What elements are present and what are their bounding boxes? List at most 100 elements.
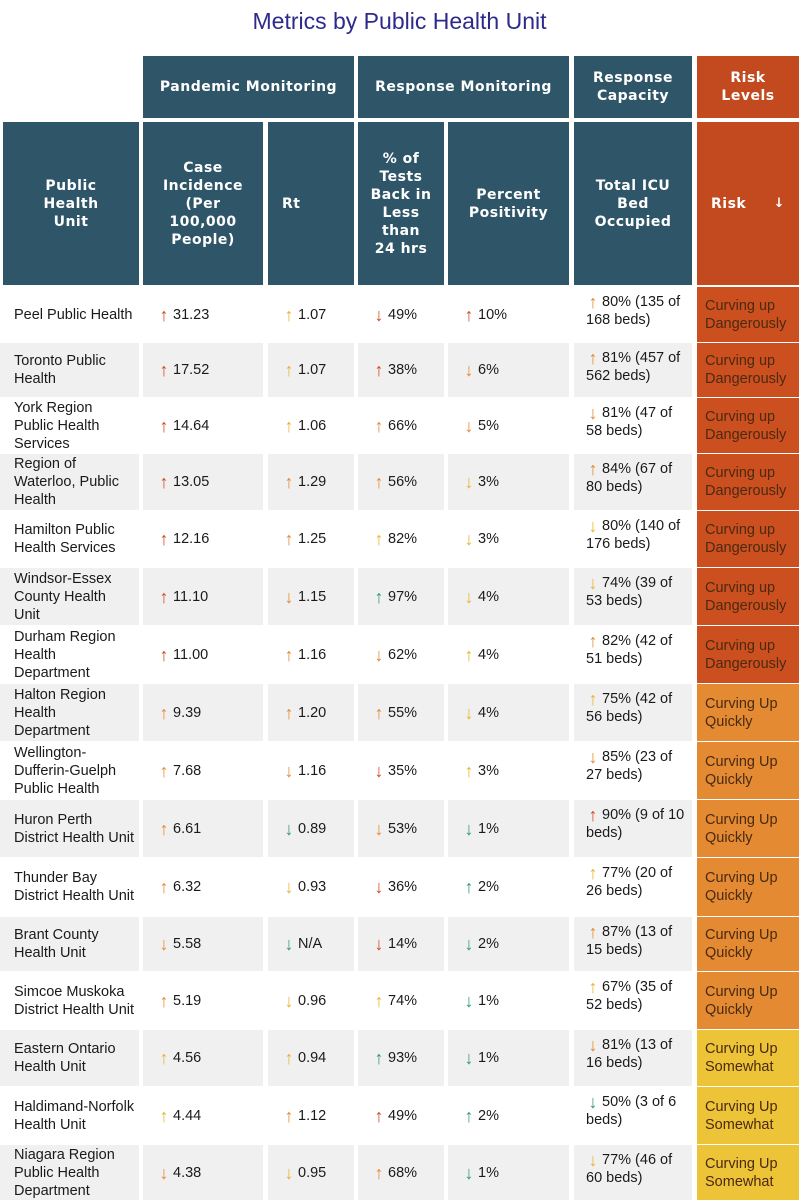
column-header-icu[interactable]: Total ICU Bed Occupied (574, 122, 692, 285)
risk-level-badge: Curving up Dangerously (697, 511, 799, 567)
unit-name: Toronto Public Health (0, 343, 139, 397)
tests-value: 14% (388, 936, 418, 952)
unit-name: Durham Region Health Department (0, 626, 139, 683)
column-header-rt[interactable]: Rt (268, 122, 354, 285)
incidence-cell: ↑ 6.61 (143, 800, 263, 857)
arrow-down-icon: ↓ (374, 934, 384, 954)
page-title: Metrics by Public Health Unit (252, 8, 547, 34)
incidence-value: 31.23 (173, 306, 210, 323)
arrow-down-icon: ↓ (588, 1092, 598, 1112)
tests-value: 49% (388, 1107, 418, 1124)
tests-value: 53% (388, 820, 418, 837)
table-row: Thunder Bay District Health Unit ↑ 6.32 ↓ 0.… (0, 858, 799, 916)
tests-cell: ↓ 14% (358, 917, 444, 971)
positivity-cell: ↓ 6% (448, 343, 569, 397)
incidence-value: 5.19 (173, 992, 202, 1009)
table-row: Durham Region Health Department ↑ 11.00 ↑ 1.… (0, 626, 799, 683)
arrow-up-icon: ↑ (374, 702, 384, 723)
icu-value-wrap: ↑ 81% (457 of 562 beds) (586, 349, 688, 385)
arrow-up-icon: ↑ (374, 1048, 384, 1068)
unit-name: Simcoe Muskoka District Health Unit (0, 972, 139, 1029)
icu-cell: ↑ 82% (42 of 51 beds) (574, 626, 692, 683)
column-header-incidence[interactable]: Case Incidence (Per 100,000 People) (143, 122, 263, 285)
incidence-value: 12.16 (173, 531, 210, 547)
arrow-up-icon: ↑ (159, 304, 169, 325)
icu-cell: ↓ 80% (140 of 176 beds) (574, 511, 692, 567)
table-row: Toronto Public Health ↑ 17.52 ↑ 1.07 ↑ 38% ↓ 6% ↑… (0, 343, 799, 397)
icu-value: 85% (23 of 27 beds) (586, 749, 673, 783)
arrow-down-icon: ↓ (284, 1162, 294, 1183)
sort-down-icon[interactable]: ↓ (773, 195, 785, 211)
arrow-up-icon: ↑ (374, 360, 384, 380)
incidence-value: 4.44 (173, 1107, 202, 1124)
arrow-up-icon: ↑ (159, 415, 169, 436)
positivity-value: 1% (478, 820, 499, 837)
icu-cell: ↓ 77% (46 of 60 beds) (574, 1145, 692, 1200)
arrow-up-icon: ↑ (159, 818, 169, 839)
rt-value: 1.16 (298, 646, 327, 663)
tests-cell: ↑ 56% (358, 454, 444, 510)
arrow-down-icon: ↓ (464, 990, 474, 1011)
icu-cell: ↓ 81% (47 of 58 beds) (574, 398, 692, 453)
rt-cell: ↑ 1.07 (268, 287, 354, 342)
icu-value: 77% (46 of 60 beds) (586, 1152, 673, 1186)
tests-value: 55% (388, 704, 418, 721)
incidence-cell: ↑ 7.68 (143, 742, 263, 799)
tests-value: 93% (388, 1050, 418, 1066)
column-header-risk[interactable]: Risk ↓ (697, 122, 799, 285)
arrow-up-icon: ↑ (374, 1162, 384, 1183)
positivity-value: 3% (478, 531, 499, 547)
rt-cell: ↓ 0.96 (268, 972, 354, 1029)
rt-value: 0.93 (298, 879, 327, 895)
arrow-up-icon: ↑ (588, 348, 598, 368)
arrow-up-icon: ↑ (374, 472, 384, 492)
incidence-cell: ↑ 12.16 (143, 511, 263, 567)
incidence-value: 11.00 (173, 646, 209, 663)
arrow-down-icon: ↓ (374, 760, 384, 781)
arrow-down-icon: ↓ (464, 1048, 474, 1068)
table-row: Wellington-Dufferin-Guelph Public Health… (0, 742, 799, 799)
arrow-down-icon: ↓ (284, 760, 294, 781)
arrow-up-icon: ↑ (284, 644, 294, 665)
positivity-value: 2% (478, 1107, 499, 1124)
arrow-up-icon: ↑ (159, 1105, 169, 1126)
arrow-down-icon: ↓ (464, 415, 474, 436)
icu-value: 80% (135 of 168 beds) (586, 294, 681, 328)
rt-cell: ↑ 1.06 (268, 398, 354, 453)
arrow-down-icon: ↓ (284, 818, 294, 839)
incidence-value: 9.39 (173, 704, 202, 721)
icu-value: 90% (9 of 10 beds) (586, 807, 685, 841)
icu-value: 80% (140 of 176 beds) (586, 518, 681, 552)
unit-name: Haldimand-Norfolk Health Unit (0, 1087, 139, 1144)
icu-value-wrap: ↓ 80% (140 of 176 beds) (586, 517, 688, 553)
column-header-unit[interactable]: Public Health Unit (3, 122, 139, 285)
table-row: Windsor-Essex County Health Unit ↑ 11.10 ↓ 1… (0, 568, 799, 625)
arrow-down-icon: ↓ (588, 1035, 598, 1055)
column-header-positivity[interactable]: Percent Positivity (448, 122, 569, 285)
icu-cell: ↓ 74% (39 of 53 beds) (574, 568, 692, 625)
tests-cell: ↑ 93% (358, 1030, 444, 1086)
arrow-down-icon: ↓ (588, 403, 598, 423)
column-header-tests[interactable]: % of Tests Back in Less than 24 hrs (358, 122, 444, 285)
positivity-cell: ↑ 10% (448, 287, 569, 342)
rt-cell: ↓ 0.89 (268, 800, 354, 857)
unit-name: Hamilton Public Health Services (0, 511, 139, 567)
arrow-down-icon: ↓ (374, 818, 384, 839)
tests-cell: ↓ 35% (358, 742, 444, 799)
incidence-value: 11.10 (173, 588, 209, 605)
tests-cell: ↓ 49% (358, 287, 444, 342)
arrow-down-icon: ↓ (284, 586, 294, 607)
tests-cell: ↑ 49% (358, 1087, 444, 1144)
arrow-up-icon: ↑ (159, 472, 169, 492)
icu-value-wrap: ↑ 82% (42 of 51 beds) (586, 632, 688, 668)
incidence-value: 6.61 (173, 820, 202, 837)
rt-value: 1.29 (298, 474, 327, 490)
positivity-value: 1% (478, 992, 499, 1009)
rt-cell: ↓ 0.95 (268, 1145, 354, 1200)
icu-value: 82% (42 of 51 beds) (586, 633, 673, 667)
arrow-down-icon: ↓ (464, 529, 474, 549)
arrow-down-icon: ↓ (464, 472, 474, 492)
arrow-up-icon: ↑ (464, 760, 474, 781)
positivity-value: 3% (478, 762, 499, 779)
arrow-up-icon: ↑ (284, 529, 294, 549)
